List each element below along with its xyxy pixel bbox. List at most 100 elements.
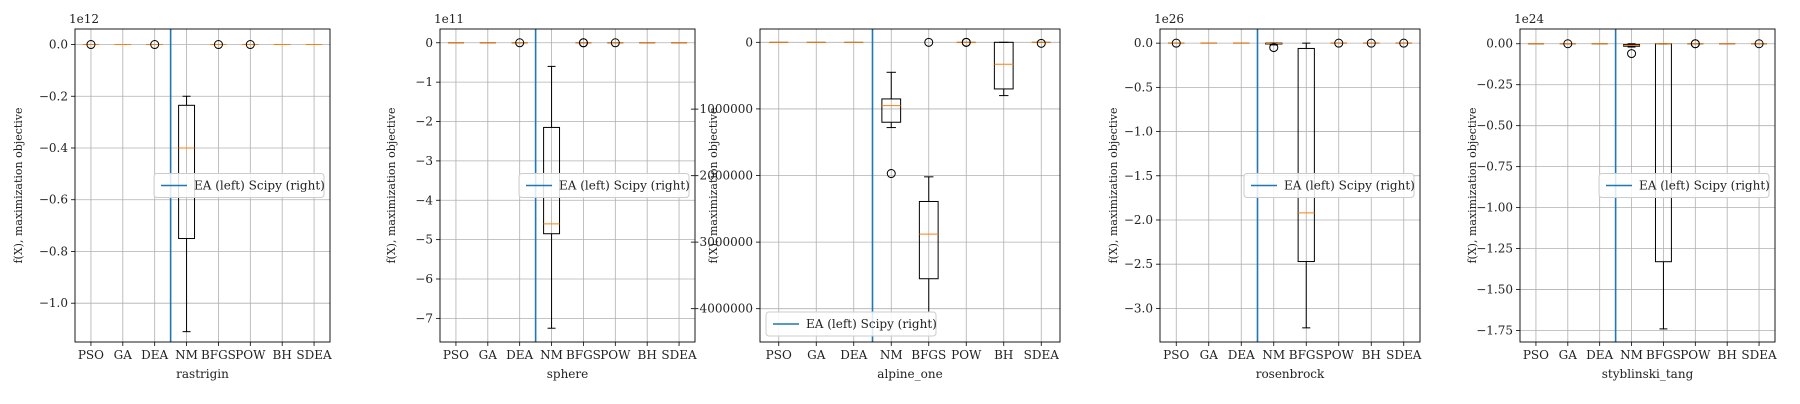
x-tick-label: PSO: [78, 348, 104, 362]
x-tick-label: BH: [273, 348, 292, 362]
y-tick-label: −3000000: [690, 235, 754, 249]
legend-box: [153, 173, 325, 198]
x-tick-label: DEA: [506, 348, 533, 362]
box-sdea: [1751, 39, 1768, 49]
y-tick-label: −1000000: [690, 102, 754, 116]
x-tick-label: POW: [235, 348, 266, 362]
outlier-point: [213, 40, 223, 50]
y-tick-label: −2000000: [690, 169, 754, 183]
legend-label: EA (left) Scipy (right): [194, 179, 325, 193]
y-tick-label: −6: [415, 272, 433, 286]
x-tick-label: DEA: [840, 348, 867, 362]
legend: EA (left) Scipy (right): [1598, 173, 1770, 198]
x-tick-label: BFGS: [1289, 348, 1324, 362]
y-tick-label: 0.00: [1486, 37, 1513, 51]
x-tick-label: BH: [1362, 348, 1381, 362]
y-tick-label: −3: [415, 154, 433, 168]
x-tick-label: NM: [880, 348, 903, 362]
x-tick-label: GA: [1200, 348, 1219, 362]
box-iqr: [1297, 47, 1315, 263]
box-nm: [1265, 42, 1283, 53]
chart-panel-2: 0 −1 −2 −3 −4 −5 −6 −7 PSO GA DEA NM BFGS POW BH SDEA 1e…: [385, 12, 697, 381]
y-tick-label: −0.4: [39, 141, 69, 155]
y-tick-label: −1.25: [1476, 242, 1513, 256]
axes-frame: [759, 28, 1061, 343]
x-tick-label: NM: [1620, 348, 1643, 362]
outlier-point: [245, 40, 255, 50]
y-tick-label: −1.0: [1124, 125, 1153, 139]
y-tick-label: −2.0: [1124, 213, 1153, 227]
legend: EA (left) Scipy (right): [765, 311, 937, 337]
outlier-point: [1366, 38, 1376, 48]
chart-panel-3: 0 −1000000 −2000000 −3000000 −4000000 PSO GA DE…: [690, 28, 1061, 381]
box-nm: [1623, 43, 1641, 59]
x-tick-label: PSO: [443, 348, 469, 362]
axes-frame: [1159, 28, 1421, 343]
y-tick-label: −4: [415, 193, 433, 207]
y-tick-label: −0.25: [1476, 78, 1513, 92]
chart-panel-5: 0.00 −0.25 −0.50 −0.75 −1.00 −1.25 −1.50 −1.75 P…: [1466, 12, 1777, 381]
box-bh: [993, 41, 1014, 97]
x-axis-label: rosenbrock: [1256, 367, 1325, 381]
y-axis-label: f(X), maximization objective: [1466, 107, 1479, 263]
x-tick-label: BFGS: [911, 348, 946, 362]
x-tick-label: POW: [951, 348, 982, 362]
outlier-point: [924, 37, 934, 47]
x-tick-label: BH: [994, 348, 1013, 362]
legend-box: [1243, 173, 1415, 198]
y-tick-label: −3.0: [1124, 301, 1153, 315]
x-tick-label: GA: [807, 348, 826, 362]
y-tick-label: −1.00: [1476, 201, 1513, 215]
x-tick-label: PSO: [1163, 348, 1189, 362]
y-offset-text: 1e12: [69, 12, 99, 26]
y-offset-text: 1e11: [434, 12, 464, 26]
outlier-point: [1171, 38, 1181, 48]
x-tick-label: PSO: [1523, 348, 1549, 362]
y-tick-label: −0.75: [1476, 160, 1513, 174]
outlier-point: [1627, 49, 1637, 59]
box-pso: [1168, 38, 1185, 48]
outlier-point: [961, 37, 971, 47]
y-tick-label: −2.5: [1124, 257, 1153, 271]
outlier-point: [1399, 38, 1409, 48]
y-axis-label: f(X), maximization objective: [1107, 107, 1120, 263]
box-bh: [1363, 38, 1380, 48]
legend-label: EA (left) Scipy (right): [1639, 179, 1770, 193]
x-tick-label: GA: [114, 348, 133, 362]
x-tick-label: DEA: [1586, 348, 1613, 362]
y-axis-label: f(X), maximization objective: [385, 107, 398, 263]
outlier-point: [1269, 43, 1279, 53]
outlier-point: [515, 38, 525, 48]
box-iqr: [918, 200, 939, 280]
box-dea: [511, 38, 528, 48]
x-tick-label: BH: [1718, 348, 1737, 362]
box-pso: [82, 40, 99, 50]
y-tick-label: −0.5: [1124, 80, 1153, 94]
y-offset-text: 1e26: [1154, 12, 1184, 26]
outlier-point: [1563, 39, 1573, 49]
y-tick-label: −7: [415, 311, 433, 325]
y-tick-label: 0: [745, 35, 753, 49]
box-ga: [1559, 39, 1576, 49]
outlier-point: [578, 38, 588, 48]
y-tick-label: −1.50: [1476, 283, 1513, 297]
legend: EA (left) Scipy (right): [1243, 173, 1415, 198]
x-tick-label: BH: [638, 348, 657, 362]
y-tick-label: −2: [415, 115, 433, 129]
outlier-point: [86, 40, 96, 50]
box-bfgs: [1654, 43, 1672, 330]
legend: EA (left) Scipy (right): [153, 173, 325, 198]
x-tick-label: SDEA: [1386, 348, 1422, 362]
y-tick-label: −0.2: [39, 89, 68, 103]
outlier-point: [886, 169, 896, 179]
chart-panel-1: 0.0 −0.2 −0.4 −0.6 −0.8 −1.0 PSO GA DEA NM BFGS POW…: [12, 12, 332, 381]
y-tick-label: −0.50: [1476, 119, 1513, 133]
x-tick-label: SDEA: [1741, 348, 1777, 362]
box-pow: [242, 40, 259, 50]
axes-frame: [439, 28, 696, 343]
box-bfgs: [1297, 42, 1315, 329]
box-pow: [1330, 38, 1347, 48]
y-offset-text: 1e24: [1514, 12, 1544, 26]
